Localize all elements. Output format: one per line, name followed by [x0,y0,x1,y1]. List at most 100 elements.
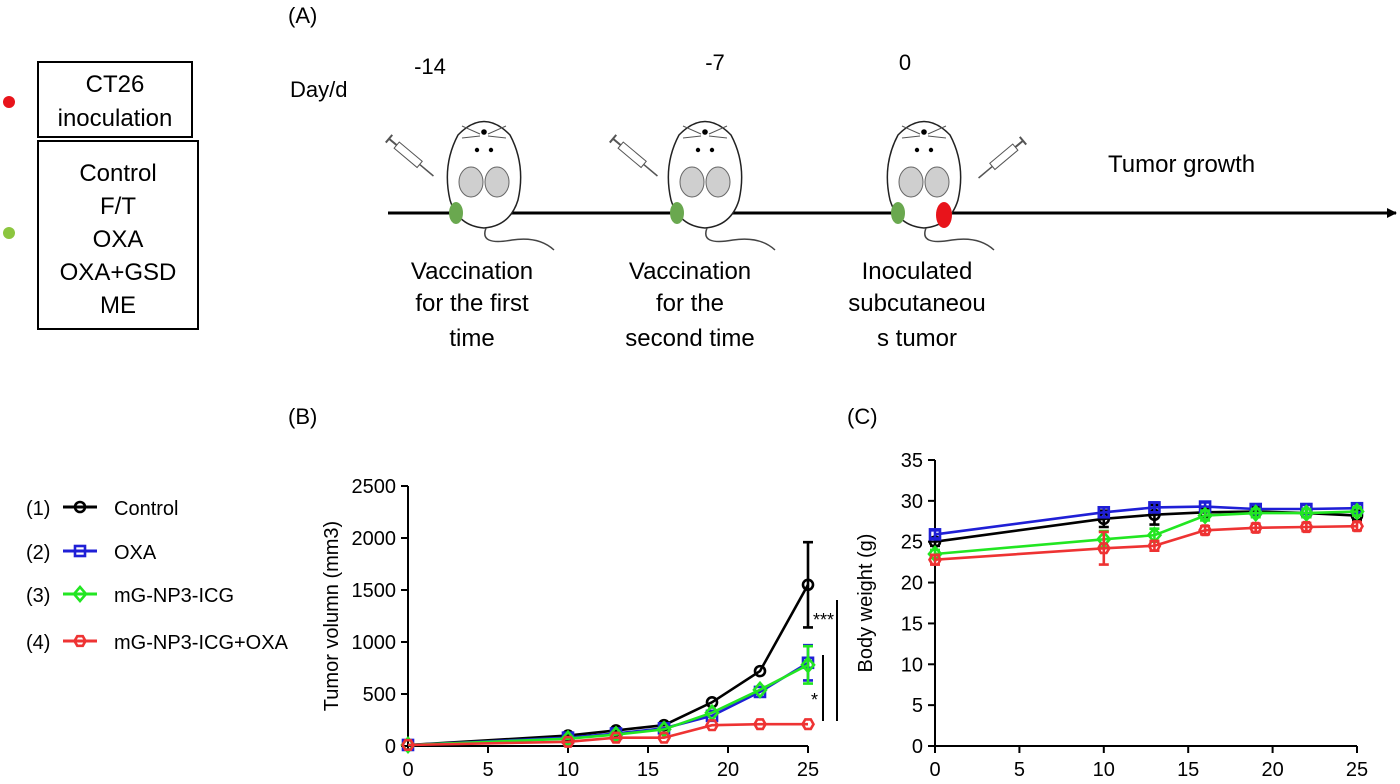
injection-site-1 [449,202,463,224]
chart-c-ylabel: Body weight (g) [855,534,877,673]
chart-b-series-line-mg-np3-icg-oxa [407,722,808,747]
legend-label-mg-np3-icg-oxa: mG-NP3-ICG+OXA [114,632,289,654]
chart-b-point-mg-np3-icg-oxa [656,731,671,744]
chart-c-axes [934,460,1357,747]
tumor-growth-label: Tumor growth [1108,151,1255,178]
chart-c-point-mg-np3-icg-oxa [1096,542,1111,555]
caption-1-line2: for the first [415,290,529,317]
chart-b-axes [407,486,808,747]
caption-3-line2: subcutaneou [848,290,985,317]
group-ft: F/T [100,193,136,220]
chart-b-xtick-label: 0 [402,759,413,781]
ct26-line2: inoculation [58,105,173,132]
legend-marker-oxa [73,544,87,558]
panel-b-chart: (B) 0 500 1000 1500 2000 2500 0 5 10 15 20 25 Tumor … [288,404,838,781]
chart-c-ytick-label: 25 [901,532,923,554]
legend-marker-mg-np3-icg [72,585,88,603]
ct26-box [37,61,193,138]
chart-b-point-control [753,664,767,678]
chart-c-series-line-mg-np3-icg-oxa [934,524,1358,561]
chart-b-xtick-label: 25 [797,759,819,781]
mouse-icon-1 [446,120,555,251]
chart-c-point-mg-np3-icg [1248,504,1264,523]
legend-index-3: (3) [26,585,50,607]
chart-c-ytick-label: 0 [912,736,923,758]
syringe-icon-2 [609,134,658,177]
chart-c-point-oxa [1148,501,1161,514]
panel-a: (A) Day/d -14 -7 0 CT26 inoculation Cont… [3,3,1397,352]
chart-b-xtick-label: 20 [717,759,739,781]
chart-b-point-mg-np3-icg [752,680,768,699]
day-label: Day/d [290,77,347,102]
mouse-icon-3 [886,120,995,251]
chart-c-point-oxa [928,528,942,541]
chart-b-ytick-label: 1500 [352,580,397,602]
chart-c-xtick-label: 25 [1346,759,1368,781]
red-dot-icon [3,96,15,108]
group-oxa-gsd: OXA+GSD [60,259,177,286]
chart-c-series-line-oxa [934,505,1358,536]
chart-b-point-mg-np3-icg [800,655,816,674]
panel-c-label: (C) [847,404,878,429]
chart-b-ytick-label: 500 [363,684,396,706]
chart-c-ytick-label: 30 [901,491,923,513]
chart-c-xtick-label: 10 [1093,759,1115,781]
chart-c-point-mg-np3-icg-oxa [1299,520,1314,534]
caption-2-line2: for the [656,290,724,317]
chart-c-xtick-label: 0 [929,759,940,781]
chart-b-point-control [801,578,815,592]
chart-b-error-bar-control [803,540,813,629]
legend-index-1: (1) [26,498,50,520]
chart-b-ytick-label: 1000 [352,632,397,654]
chart-c-xtick-label: 5 [1014,759,1025,781]
chart-c-point-mg-np3-icg-oxa [927,553,942,566]
chart-b-ytick-label: 0 [385,736,396,758]
day-tick-minus14: -14 [414,54,446,79]
chart-c-ytick-label: 35 [901,450,923,472]
panel-b-label: (B) [288,404,317,429]
chart-b-point-mg-np3-icg-oxa [608,731,623,744]
day-tick-minus7: -7 [705,50,725,75]
tumor-site-3 [936,202,952,228]
panel-a-label: (A) [288,3,317,28]
caption-1-line3: time [449,325,494,352]
caption-3-line1: Inoculated [862,258,973,285]
series-legend: (1) Control (2) OXA (3) mG-NP3-ICG (4) mG-NP3-I… [26,498,289,654]
green-dot-icon [3,227,15,239]
caption-2-line3: second time [625,325,754,352]
group-me: ME [100,292,136,319]
chart-c-ytick-label: 15 [901,613,923,635]
group-oxa: OXA [93,226,144,253]
ct26-line1: CT26 [86,71,145,98]
chart-c-ytick-label: 10 [901,654,923,676]
chart-c-point-mg-np3-icg [1349,502,1365,521]
mouse-icon-2 [667,120,776,251]
chart-c-ytick-label: 20 [901,573,923,595]
panel-c-chart: (C) 0 5 10 15 20 25 30 35 0 5 10 15 20 25 Body weight … [847,404,1368,781]
chart-c-point-oxa [1097,505,1111,519]
chart-c-ytick-label: 5 [912,695,923,717]
legend-marker-mg-np3-icg-oxa [72,634,87,648]
legend-index-2: (2) [26,542,50,564]
chart-b-point-mg-np3-icg-oxa [800,718,815,731]
chart-b-point-mg-np3-icg-oxa [752,718,767,731]
chart-b-ytick-label: 2500 [352,476,397,498]
caption-2-line1: Vaccination [629,258,751,285]
caption-1-line1: Vaccination [411,258,533,285]
chart-c-point-mg-np3-icg-oxa [1248,521,1263,534]
chart-b-point-mg-np3-icg-oxa [704,719,719,732]
legend-marker-control [73,500,87,514]
legend-index-4: (4) [26,632,50,654]
injection-site-2 [670,202,684,224]
chart-c-point-mg-np3-icg [1298,504,1315,523]
significance-label-2: * [811,690,818,710]
legend-label-oxa: OXA [114,542,157,564]
chart-b-point-mg-np3-icg-oxa [400,738,415,752]
caption-3-line3: s tumor [877,325,957,352]
chart-b-series-line-mg-np3-icg [407,663,809,747]
chart-c-point-mg-np3-icg-oxa [1198,524,1213,537]
chart-c-error-bar-mg-np3-icg-oxa [1098,530,1109,566]
chart-b-ylabel: Tumor volumn (mm3) [321,521,343,711]
syringe-icon-1 [385,134,434,177]
group-control: Control [79,160,156,187]
